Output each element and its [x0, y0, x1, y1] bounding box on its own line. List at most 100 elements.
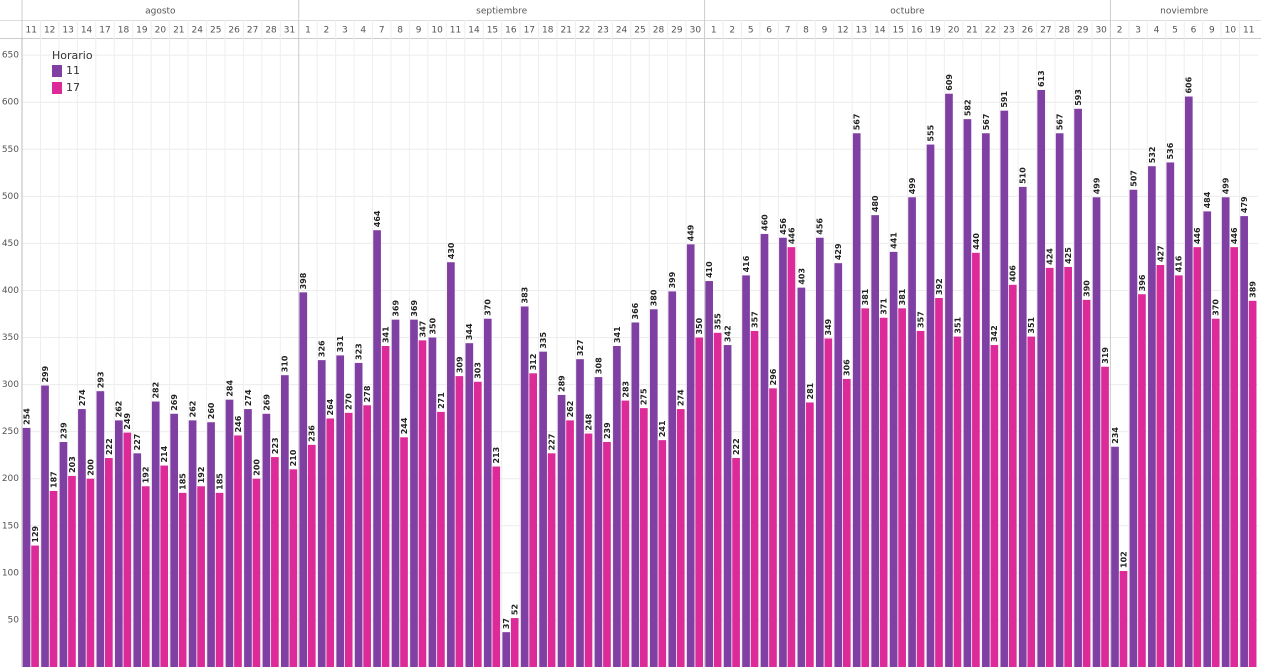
value-label: 299	[41, 365, 50, 382]
value-label: 271	[437, 392, 446, 409]
bar	[373, 230, 381, 667]
bar	[1138, 294, 1146, 667]
value-label: 351	[1027, 316, 1036, 333]
bar	[1082, 299, 1091, 667]
value-label: 222	[105, 438, 114, 455]
bar	[1092, 197, 1101, 667]
bar	[779, 237, 787, 667]
x-tick-label: 8	[803, 26, 809, 36]
value-label: 344	[465, 323, 474, 340]
x-tick-label: 13	[856, 26, 867, 36]
bar	[437, 411, 445, 667]
bar	[1248, 300, 1257, 667]
value-label: 227	[133, 434, 142, 451]
bar	[1174, 275, 1183, 667]
bar	[336, 355, 345, 667]
bar	[990, 345, 999, 667]
bar	[760, 233, 769, 667]
value-label: 331	[336, 335, 345, 352]
bar	[381, 345, 390, 667]
bar	[262, 413, 271, 667]
value-label: 327	[576, 339, 585, 356]
x-tick-label: 14	[874, 26, 886, 36]
bar	[502, 632, 511, 667]
value-label: 236	[308, 425, 317, 442]
bar	[1008, 284, 1017, 667]
bar	[926, 144, 935, 667]
value-label: 192	[197, 467, 206, 484]
value-label: 223	[271, 437, 280, 454]
value-label: 456	[779, 218, 788, 235]
value-label: 609	[945, 74, 954, 91]
value-label: 239	[59, 422, 68, 439]
bar	[713, 332, 722, 667]
bar	[603, 442, 611, 667]
bar	[344, 412, 353, 667]
x-tick-label: 19	[136, 26, 148, 36]
value-label: 449	[687, 224, 696, 241]
value-label: 510	[1019, 167, 1028, 184]
x-tick-label: 14	[81, 26, 93, 36]
bar	[584, 433, 593, 667]
value-label: 446	[1193, 227, 1202, 244]
value-label: 312	[529, 354, 538, 371]
value-label: 289	[557, 375, 566, 392]
bar	[972, 252, 980, 667]
x-tick-label: 28	[265, 26, 277, 36]
value-label: 429	[834, 243, 843, 260]
value-label: 380	[650, 289, 659, 306]
x-tick-label: 1	[305, 26, 311, 36]
y-tick-label: 400	[2, 286, 19, 296]
bar	[215, 492, 224, 667]
value-label: 460	[760, 214, 769, 231]
legend-swatch	[52, 65, 62, 77]
value-label: 446	[1230, 227, 1239, 244]
value-label: 399	[668, 271, 677, 288]
x-tick-label: 27	[1040, 26, 1051, 36]
x-tick-label: 10	[1225, 26, 1237, 36]
bar	[695, 337, 704, 667]
value-label: 262	[566, 401, 575, 418]
x-tick-label: 3	[1135, 26, 1141, 36]
value-label: 222	[732, 438, 741, 455]
x-tick-label: 2	[729, 26, 735, 36]
bar	[861, 308, 870, 667]
bar	[1211, 318, 1220, 667]
bar	[1203, 211, 1212, 667]
value-label: 296	[769, 368, 778, 385]
value-label: 357	[916, 311, 925, 328]
value-label: 591	[1000, 91, 1009, 108]
bar	[539, 351, 547, 667]
x-tick-label: 25	[634, 26, 645, 36]
bar	[141, 486, 150, 667]
value-label: 260	[207, 402, 216, 419]
bar	[1045, 267, 1054, 667]
bar	[86, 478, 95, 667]
x-tick-label: 4	[1154, 26, 1160, 36]
bar	[41, 385, 49, 667]
x-tick-label: 25	[210, 26, 221, 36]
bar	[750, 330, 759, 667]
bar	[824, 338, 833, 667]
bar	[473, 381, 482, 667]
y-tick-label: 500	[2, 192, 19, 202]
bar	[1129, 189, 1138, 667]
value-label: 446	[787, 227, 796, 244]
bar	[547, 453, 556, 667]
month-label: noviembre	[1160, 7, 1209, 17]
value-label: 381	[861, 288, 870, 305]
bar	[465, 343, 474, 667]
value-label: 416	[1175, 255, 1184, 272]
bar	[363, 405, 371, 667]
x-tick-label: 30	[1095, 26, 1107, 36]
value-label: 396	[1138, 274, 1147, 291]
bar	[787, 247, 796, 667]
bar	[908, 197, 916, 667]
value-label: 308	[594, 357, 603, 374]
bar	[1240, 216, 1248, 667]
bar	[133, 453, 142, 667]
x-tick-label: 28	[1059, 26, 1071, 36]
bar	[326, 418, 335, 667]
bar	[557, 394, 566, 667]
